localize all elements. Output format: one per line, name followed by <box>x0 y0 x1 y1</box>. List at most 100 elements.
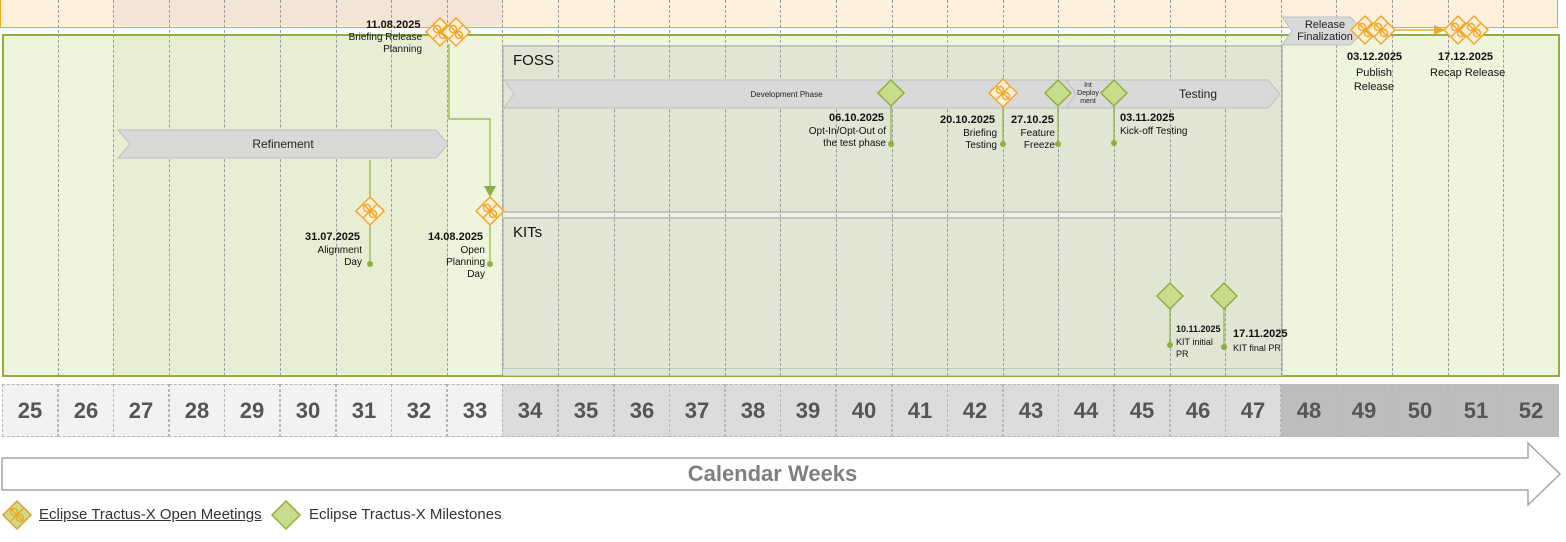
milestone-27-10-dot <box>1055 141 1061 147</box>
milestone-06-10-dot <box>888 141 894 147</box>
milestone-date-10-11: 10.11.2025 <box>1176 324 1221 334</box>
meeting-icon <box>987 77 1019 109</box>
week-cell: 34 <box>502 384 558 437</box>
week-gridline <box>892 0 893 376</box>
milestone-date-03-11: 03.11.2025 <box>1120 112 1175 124</box>
week-cell: 43 <box>1003 384 1059 437</box>
week-gridline <box>391 0 392 376</box>
week-cell: 30 <box>280 384 336 437</box>
legend-meeting-icon <box>1 499 33 531</box>
milestone-date-20-10: 20.10.2025 <box>940 114 996 126</box>
week-gridline <box>669 0 670 376</box>
week-gridline <box>224 0 225 376</box>
milestone-label-11-08: Briefing Release Planning <box>348 32 422 55</box>
development-phase-label: Development Phase <box>750 89 823 99</box>
week-cell: 28 <box>169 384 225 437</box>
meeting-icon <box>1458 14 1490 46</box>
week-cell: 29 <box>224 384 280 437</box>
week-cell: 39 <box>780 384 836 437</box>
legend-milestone-icon <box>270 499 302 531</box>
milestone-icon <box>1155 281 1185 311</box>
milestone-03-11-dot <box>1111 140 1117 146</box>
week-gridline <box>1281 0 1282 376</box>
foss-phase-title: FOSS <box>513 52 554 69</box>
milestone-label-17-11: KIT final PR <box>1233 343 1281 353</box>
milestone-31-07-dot <box>367 261 373 267</box>
release-connector-head <box>1434 25 1445 35</box>
milestone-label-17-12: Recap Release <box>1430 67 1506 79</box>
week-cell: 45 <box>1114 384 1170 437</box>
calendar-weeks-label: Calendar Weeks <box>687 461 858 486</box>
legend-meetings-label: Eclipse Tractus-X Open Meetings <box>39 506 262 523</box>
week-gridline <box>558 0 559 376</box>
refinement-label: Refinement <box>252 137 314 151</box>
kits-phase-title: KITs <box>513 224 543 241</box>
week-cell: 31 <box>336 384 392 437</box>
week-gridline <box>336 0 337 376</box>
int-deployment-label: Int Deploy ment <box>1077 82 1099 105</box>
meeting-icon <box>1442 14 1474 46</box>
meeting-icon <box>424 16 456 48</box>
refinement-arrow <box>116 129 449 159</box>
milestone-20-10-dot <box>1000 141 1006 147</box>
week-cell: 44 <box>1058 384 1114 437</box>
milestone-icon <box>1043 78 1073 108</box>
week-gridline <box>1225 0 1226 376</box>
legend-icons <box>1 499 302 531</box>
milestone-label-06-10: Opt-In/Opt-Out of the test phase <box>808 126 886 149</box>
week-gridline <box>1392 0 1393 376</box>
week-cell: 33 <box>447 384 503 437</box>
week-cell: 41 <box>892 384 948 437</box>
week-gridline <box>1503 0 1504 376</box>
milestone-date-27-10: 27.10.25 <box>1011 114 1054 126</box>
milestone-icon <box>876 78 906 108</box>
milestone-label-31-07: Alignment Day <box>317 245 362 268</box>
week-gridline <box>780 0 781 376</box>
week-cell: 32 <box>391 384 447 437</box>
milestone-date-03-12: 03.12.2025 <box>1347 51 1403 63</box>
week-gridline <box>836 0 837 376</box>
week-cell: 35 <box>558 384 614 437</box>
milestone-date-17-12: 17.12.2025 <box>1438 51 1494 63</box>
milestone-icon <box>1099 78 1129 108</box>
milestone-10-11-dot <box>1167 342 1173 348</box>
milestone-label-03-12: Publish Release <box>1353 67 1395 93</box>
week-gridline <box>1058 0 1059 376</box>
week-gridline <box>947 0 948 376</box>
milestone-17-11-dot <box>1221 344 1227 350</box>
milestone-label-14-08: Open Planning Day <box>446 245 485 280</box>
milestone-icon <box>1209 281 1239 311</box>
week-cell: 50 <box>1392 384 1448 437</box>
planning-connector-line <box>448 44 491 188</box>
calendar-weeks-arrow <box>1 441 1562 507</box>
week-cell: 51 <box>1448 384 1504 437</box>
week-gridline <box>1170 0 1171 376</box>
week-cell: 27 <box>113 384 169 437</box>
week-cell: 40 <box>836 384 892 437</box>
week-gridline <box>1114 0 1115 376</box>
week-gridline <box>1003 0 1004 376</box>
week-gridline <box>58 0 59 376</box>
milestone-label-27-10: Feature Freeze <box>1020 128 1055 151</box>
milestone-date-06-10: 06.10.2025 <box>829 112 885 124</box>
week-cell: 42 <box>947 384 1003 437</box>
week-cell: 47 <box>1225 384 1281 437</box>
milestone-label-20-10: Briefing Testing <box>963 128 997 151</box>
meeting-icon <box>1365 14 1397 46</box>
week-cell: 46 <box>1170 384 1226 437</box>
milestone-date-11-08: 11.08.2025 <box>366 19 421 31</box>
milestone-date-17-11: 17.11.2025 <box>1233 328 1288 340</box>
week-gridline <box>447 0 448 376</box>
week-cell: 26 <box>58 384 114 437</box>
week-gridline <box>725 0 726 376</box>
week-cell: 25 <box>2 384 58 437</box>
week-cell: 38 <box>725 384 781 437</box>
milestone-14-08-dot <box>487 261 493 267</box>
week-gridline <box>1336 0 1337 376</box>
planning-connector-head <box>484 186 496 197</box>
release-finalization-label: Release Finalization <box>1297 19 1353 43</box>
milestone-label-03-11: Kick-off Testing <box>1120 126 1188 137</box>
